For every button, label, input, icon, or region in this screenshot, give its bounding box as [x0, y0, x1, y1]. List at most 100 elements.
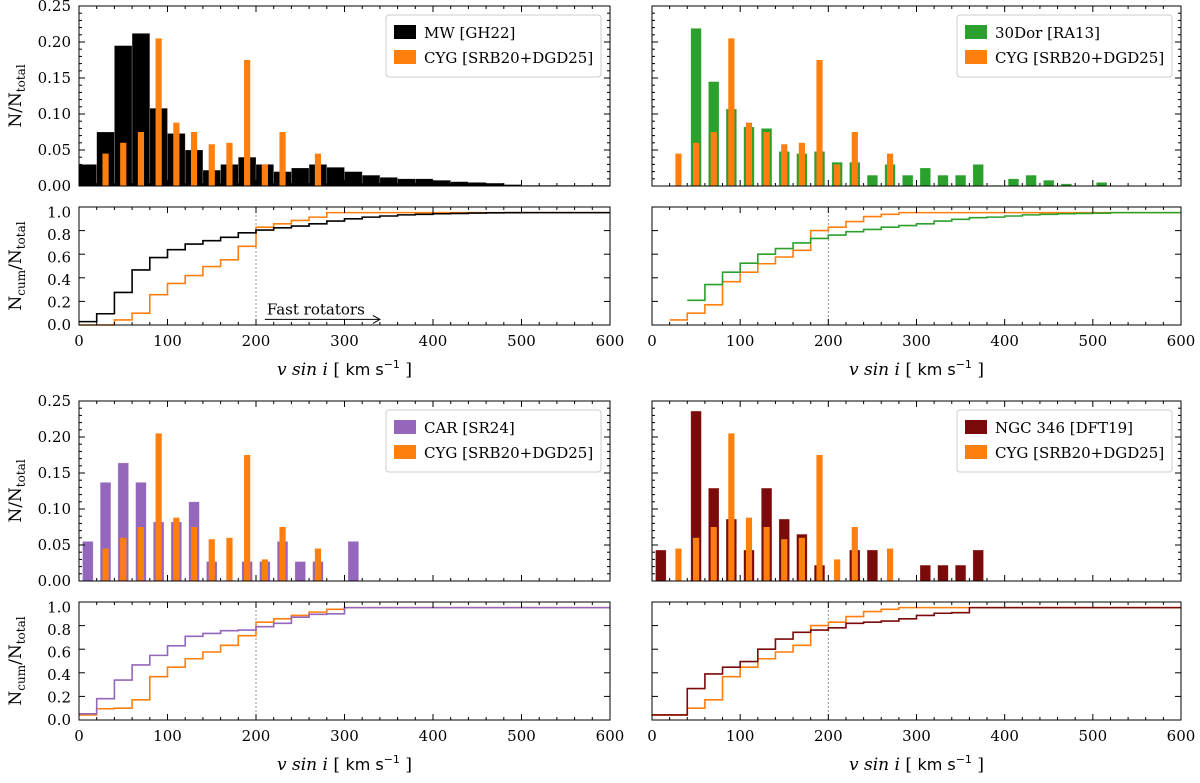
- x-tick-label: 200: [814, 727, 843, 745]
- bar: [347, 541, 359, 582]
- bar: [102, 548, 109, 581]
- bar: [244, 455, 251, 581]
- bar: [173, 122, 180, 186]
- y-tick-label: 0.15: [38, 464, 71, 482]
- bar: [937, 174, 949, 187]
- cumulative-plot-area: [79, 602, 610, 720]
- legend: CAR [SR24] CYG [SRB20+DGD25]: [385, 409, 602, 473]
- bar: [468, 182, 487, 187]
- legend-box: [385, 409, 602, 473]
- x-tick-label: 0: [647, 332, 657, 350]
- x-tick-label: 300: [330, 727, 359, 745]
- y-tick-label: 0.8: [47, 621, 71, 639]
- legend-label: CYG [SRB20+DGD25]: [995, 444, 1164, 462]
- bar: [763, 132, 770, 186]
- bar: [851, 132, 858, 186]
- y-axis-label: Ncum/Ntotal: [6, 221, 28, 310]
- x-tick-label: 400: [990, 332, 1019, 350]
- legend-swatch: [394, 50, 416, 64]
- y-tick-label: 0.10: [38, 105, 71, 123]
- bar: [208, 144, 215, 186]
- y-tick-label: 0.6: [47, 249, 71, 267]
- x-tick-label: 400: [990, 727, 1019, 745]
- annotation-arrow-head: [372, 314, 381, 324]
- legend-box: [956, 409, 1173, 473]
- bar: [226, 142, 233, 186]
- bar: [155, 38, 162, 187]
- cumulative-plot-area: [79, 207, 610, 325]
- bar: [244, 60, 251, 186]
- bar: [279, 527, 286, 581]
- x-tick-label: 600: [1167, 332, 1196, 350]
- bar: [137, 132, 145, 186]
- bar: [763, 527, 770, 581]
- x-tick-label: 600: [596, 332, 625, 350]
- bar: [745, 517, 753, 581]
- y-tick-label: 0.05: [38, 141, 71, 159]
- bar: [314, 548, 322, 581]
- x-tick-label: 300: [902, 332, 931, 350]
- x-tick-label: 400: [419, 332, 448, 350]
- bar: [919, 167, 931, 187]
- y-axis-label: N/Ntotal: [6, 459, 28, 523]
- bar: [190, 132, 198, 186]
- bar: [816, 60, 823, 186]
- legend-label: MW [GH22]: [424, 24, 515, 42]
- bar: [361, 174, 381, 187]
- bar: [675, 548, 682, 581]
- step-line-mw: [79, 211, 610, 323]
- bar: [710, 527, 717, 581]
- bar: [692, 142, 700, 186]
- bar: [851, 527, 858, 581]
- legend-box: [956, 14, 1173, 78]
- legend-label: CYG [SRB20+DGD25]: [424, 444, 593, 462]
- x-tick-label: 0: [647, 727, 657, 745]
- legend-swatch: [965, 50, 987, 64]
- series-mw: [78, 33, 611, 187]
- bar: [919, 564, 931, 582]
- legend-swatch: [965, 420, 987, 434]
- bar: [886, 548, 894, 581]
- bar: [866, 174, 879, 187]
- y-tick-label: 0.6: [47, 644, 71, 662]
- legend: 30Dor [RA13] CYG [SRB20+DGD25]: [956, 14, 1173, 78]
- bar: [450, 181, 469, 187]
- y-tick-label: 1.0: [47, 204, 71, 222]
- series-cyg: [102, 38, 322, 187]
- step-line-30dor: [687, 211, 1181, 302]
- y-tick-label: 0.25: [38, 392, 71, 410]
- y-tick-label: 0.00: [38, 572, 71, 590]
- legend-swatch: [965, 445, 987, 459]
- y-tick-label: 0.20: [38, 428, 71, 446]
- bar: [414, 178, 434, 187]
- series-cyg: [675, 38, 894, 187]
- legend-swatch: [394, 445, 416, 459]
- bar: [379, 177, 398, 187]
- series-cyg: [102, 433, 322, 581]
- bar: [120, 537, 127, 581]
- bar: [728, 433, 735, 581]
- y-tick-label: 0.2: [47, 294, 71, 312]
- bar: [397, 178, 416, 187]
- bar: [781, 539, 788, 581]
- legend-label: CYG [SRB20+DGD25]: [424, 49, 593, 67]
- x-tick-label: 500: [1079, 332, 1108, 350]
- bar: [294, 561, 306, 582]
- x-tick-label: 400: [419, 727, 448, 745]
- step-line-car: [79, 606, 610, 715]
- legend: NGC 346 [DFT19] CYG [SRB20+DGD25]: [956, 409, 1173, 473]
- bar: [834, 559, 841, 581]
- bar: [78, 164, 98, 187]
- x-axis-label: v sin i [ km s−1 ]: [277, 753, 412, 775]
- bar: [190, 527, 198, 581]
- y-tick-label: 0.20: [38, 33, 71, 51]
- legend-swatch: [394, 25, 416, 39]
- x-tick-label: 100: [153, 727, 182, 745]
- bar: [798, 537, 805, 581]
- bar: [816, 455, 823, 581]
- legend-label: CAR [SR24]: [424, 419, 515, 437]
- series-cyg: [675, 433, 894, 581]
- x-tick-label: 500: [1079, 727, 1108, 745]
- x-tick-label: 200: [814, 332, 843, 350]
- x-axis-label: v sin i [ km s−1 ]: [849, 358, 984, 380]
